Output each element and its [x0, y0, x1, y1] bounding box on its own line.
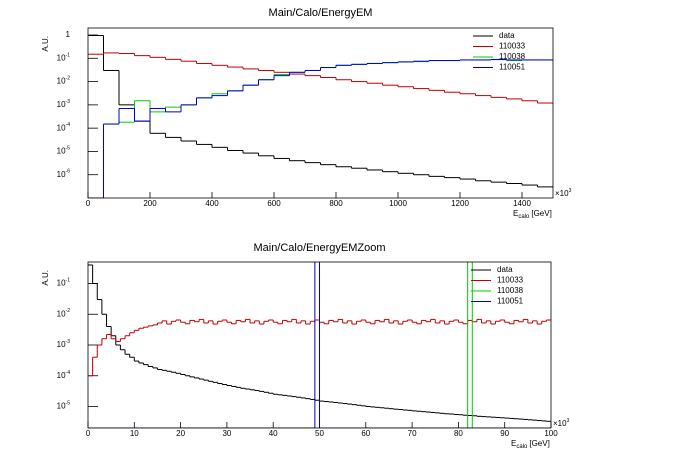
- y-axis-label: A.U.: [41, 270, 50, 286]
- x-tick-label: 1400: [513, 199, 531, 208]
- y-tick-label: 10-1: [57, 278, 71, 288]
- plot-area: [88, 35, 553, 198]
- plot-frame: [87, 261, 552, 429]
- y-tick-label: 10-5: [57, 146, 71, 156]
- y-tick-label: 10-2: [57, 309, 71, 319]
- y-axis-label: A.U.: [41, 36, 50, 52]
- y-tick-exp: -4: [66, 370, 71, 376]
- y-tick-exp: -5: [66, 401, 71, 407]
- x-tick-label: 90: [500, 429, 509, 438]
- y-tick-exp: -5: [66, 146, 71, 152]
- legend-label: 110051: [497, 297, 524, 306]
- legend-label: 110051: [499, 63, 526, 72]
- x-axis-label-unit: [GeV]: [531, 209, 551, 218]
- y-tick-label: 10-4: [57, 370, 71, 380]
- x-multiplier-exp: 3: [567, 418, 570, 424]
- y-tick-exp: -3: [66, 339, 71, 345]
- y-tick-label: 10-6: [57, 169, 71, 179]
- chart: Main/Calo/EnergyEMZoom A.U. Ecalo [GeV] ×103…: [41, 242, 569, 450]
- x-multiplier: ×103: [553, 418, 570, 428]
- x-tick-label: 0: [86, 429, 91, 438]
- x-tick-label: 800: [329, 199, 343, 208]
- legend-label: 110038: [499, 52, 526, 61]
- y-tick-exp: -2: [66, 76, 71, 82]
- plot-area: [88, 262, 551, 428]
- legend-label: 110038: [497, 286, 524, 295]
- x-tick-label: 1000: [389, 199, 407, 208]
- x-tick-label: 40: [269, 429, 278, 438]
- legend-label: 110033: [499, 42, 526, 51]
- x-axis-label-sub: calo: [518, 214, 530, 220]
- histogram-connector: [92, 264, 547, 422]
- chart-title: Main/Calo/EnergyEM: [269, 7, 373, 19]
- y-tick-label: 10-3: [57, 339, 71, 349]
- y-tick-exp: -4: [66, 122, 71, 128]
- y-tick-label: 1: [66, 30, 71, 39]
- chart: Main/Calo/EnergyEM A.U. Ecalo [GeV] ×103 0 200…: [41, 7, 571, 220]
- x-tick-label: 20: [176, 429, 185, 438]
- histogram-connector: [92, 319, 547, 376]
- legend-label: 110033: [497, 276, 524, 285]
- y-tick-exp: -1: [66, 53, 71, 59]
- x-tick-label: 30: [222, 429, 231, 438]
- x-tick-label: 60: [361, 429, 370, 438]
- x-axis-label-sub: calo: [516, 444, 528, 450]
- x-tick-label: 80: [454, 429, 463, 438]
- x-multiplier-exp: 3: [569, 188, 572, 194]
- y-tick-exp: -6: [66, 169, 71, 175]
- x-tick-label: 50: [315, 429, 324, 438]
- legend-label: data: [499, 31, 515, 40]
- x-tick-label: 600: [267, 199, 281, 208]
- x-tick-label: 0: [86, 199, 91, 208]
- x-axis-label: Ecalo [GeV]: [511, 439, 550, 449]
- x-tick-label: 400: [205, 199, 219, 208]
- x-tick-label: 100: [544, 429, 558, 438]
- y-tick-label: 10-3: [57, 99, 71, 109]
- x-tick-label: 200: [143, 199, 157, 208]
- y-tick-exp: -1: [66, 278, 71, 284]
- y-tick-label: 10-2: [57, 76, 71, 86]
- y-tick-exp: -2: [66, 309, 71, 315]
- x-axis-label-unit: [GeV]: [529, 439, 549, 448]
- plot-frame: [87, 27, 554, 199]
- y-tick-label: 10-4: [57, 122, 71, 132]
- x-tick-label: 1200: [451, 199, 469, 208]
- x-tick-label: 70: [408, 429, 417, 438]
- y-tick-exp: -3: [66, 99, 71, 105]
- chart-title: Main/Calo/EnergyEMZoom: [253, 242, 385, 254]
- x-multiplier: ×103: [555, 188, 572, 198]
- x-axis-label: Ecalo [GeV]: [513, 209, 552, 219]
- legend-label: data: [497, 265, 513, 274]
- x-tick-label: 10: [130, 429, 139, 438]
- y-tick-label: 10-5: [57, 401, 71, 411]
- y-tick-label: 10-1: [57, 53, 71, 63]
